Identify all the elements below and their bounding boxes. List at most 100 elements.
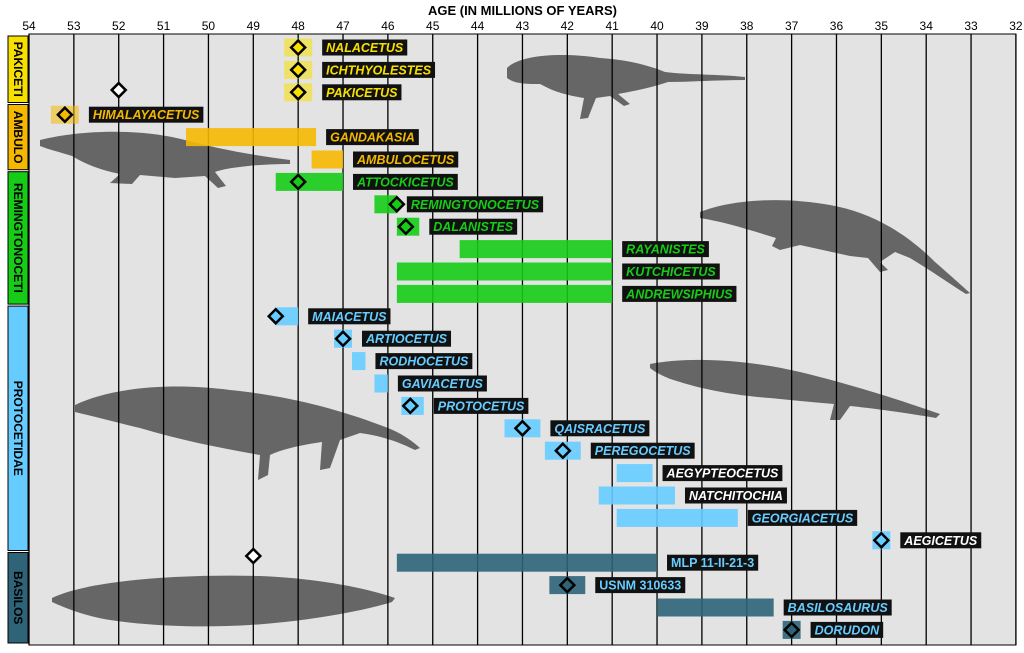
open-point-marker [109, 81, 128, 99]
taxon-label-background [595, 577, 686, 594]
group-bar [7, 104, 29, 171]
taxon-label-background [590, 442, 695, 459]
point-marker [266, 307, 285, 326]
x-tick-label: 42 [561, 19, 575, 33]
ambulocetus-silhouette [40, 131, 290, 188]
taxon-labels: NALACETUS ICHTHYOLESTES PAKICETUS HIMALAYAC… [88, 39, 982, 638]
range-bar [374, 374, 388, 393]
range-bar [396, 284, 613, 303]
point-marker [289, 83, 307, 102]
taxon-label-background [322, 61, 436, 78]
taxon-label-background [308, 308, 391, 325]
range-bar [459, 240, 613, 259]
point-marker [56, 105, 74, 124]
taxon-label: HIMALAYACETUS [93, 108, 200, 122]
taxon-label-background [397, 375, 487, 392]
taxon-label-background [662, 465, 783, 482]
x-tick-label: 32 [1009, 19, 1023, 33]
point-marker [388, 195, 406, 214]
protocetid-silhouette [75, 386, 420, 480]
x-tick-label: 50 [202, 19, 216, 33]
x-tick-label: 36 [830, 19, 844, 33]
x-tick-label: 34 [920, 19, 934, 33]
taxon-label: ARTIOCETUS [365, 332, 448, 346]
taxon-label: KUTCHICETUS [626, 265, 716, 279]
taxon-label-background [550, 420, 650, 437]
x-tick-label: 48 [291, 19, 305, 33]
point-marker [289, 38, 307, 57]
taxon-label-background [783, 599, 892, 616]
point-marker [397, 217, 415, 236]
taxon-label: PAKICETUS [326, 86, 398, 100]
taxon-label-background [810, 621, 884, 638]
taxon-label: MLP 11-II-21-3 [671, 556, 754, 570]
taxon-label: ANDREWSIPHIUS [625, 287, 733, 301]
basilosaurid-silhouette [52, 575, 395, 627]
point-marker [289, 61, 307, 79]
taxon-label: GANDAKASIA [330, 131, 415, 145]
x-tick-label: 39 [695, 19, 709, 33]
protocetid-2-silhouette [650, 359, 940, 420]
taxon-label-background [622, 263, 720, 280]
group-sidebar: PAKICETI AMBULO REMINGTONOCETI PROTOCETIDAE… [7, 35, 29, 644]
taxon-label: DALANISTES [433, 220, 514, 234]
group-bar [7, 171, 29, 305]
group-label: REMINGTONOCETI [11, 183, 25, 293]
range-bar [616, 464, 653, 483]
x-axis-title: AGE (IN MILLIONS OF YEARS) [428, 3, 617, 18]
taxon-label: DORUDON [815, 623, 881, 637]
group-bar [7, 305, 29, 551]
taxon-label-background [322, 84, 402, 101]
taxon-label: NALACETUS [326, 41, 404, 55]
taxon-label-background [622, 285, 737, 302]
range-bar [657, 598, 774, 617]
taxon-label: REMINGTONOCETUS [411, 198, 540, 212]
x-tick-label: 49 [247, 19, 261, 33]
x-tick-label: 41 [606, 19, 620, 33]
range-bar [616, 508, 738, 527]
range-bar [598, 486, 675, 505]
taxon-label-background [429, 218, 518, 235]
x-tick-label: 46 [381, 19, 395, 33]
taxon-label: PEREGOCETUS [595, 444, 692, 458]
x-tick-label: 52 [112, 19, 126, 33]
taxon-label: NATCHITOCHIA [689, 489, 783, 503]
point-marker [334, 329, 352, 348]
point-markers [56, 38, 891, 639]
x-tick-label: 37 [785, 19, 799, 33]
group-bar [7, 552, 29, 644]
x-tick-label: 47 [336, 19, 350, 33]
range-bar [374, 195, 397, 214]
taxon-label-background [900, 532, 982, 549]
taxon-label-background [406, 196, 544, 213]
x-tick-label: 35 [875, 19, 889, 33]
taxon-label: MAIACETUS [312, 310, 387, 324]
x-tick-label: 53 [67, 19, 81, 33]
taxon-label-background [747, 509, 858, 526]
taxon-label-background [353, 173, 458, 190]
taxon-label: GEORGIACETUS [752, 511, 854, 525]
group-label: BASILOS [11, 571, 25, 624]
taxon-label: PROTOCETUS [438, 399, 525, 413]
taxon-label-background [326, 129, 419, 146]
taxon-label: AEGICETUS [903, 534, 978, 548]
point-marker [289, 173, 307, 191]
taxon-label: USNM 310633 [599, 579, 681, 593]
taxon-label: GAVIACETUS [402, 377, 484, 391]
taxon-label: ICHTHYOLESTES [326, 63, 432, 77]
x-tick-label: 54 [22, 19, 36, 33]
taxon-label-background [433, 397, 529, 414]
range-bar [186, 128, 317, 147]
taxon-label: AMBULOCETUS [356, 153, 455, 167]
group-label: PAKICETI [11, 42, 25, 97]
group-bar [7, 35, 29, 103]
taxon-label-background [622, 241, 709, 258]
pakicetus-silhouette [507, 55, 745, 119]
remingtonocetus-silhouette [700, 200, 970, 294]
taxon-label: RAYANISTES [626, 243, 705, 257]
silhouettes [40, 55, 970, 627]
taxon-label-background [322, 39, 408, 56]
taxon-label: AEGYPTEOCETUS [666, 467, 779, 481]
taxon-label: BASILOSAURUS [788, 601, 889, 615]
